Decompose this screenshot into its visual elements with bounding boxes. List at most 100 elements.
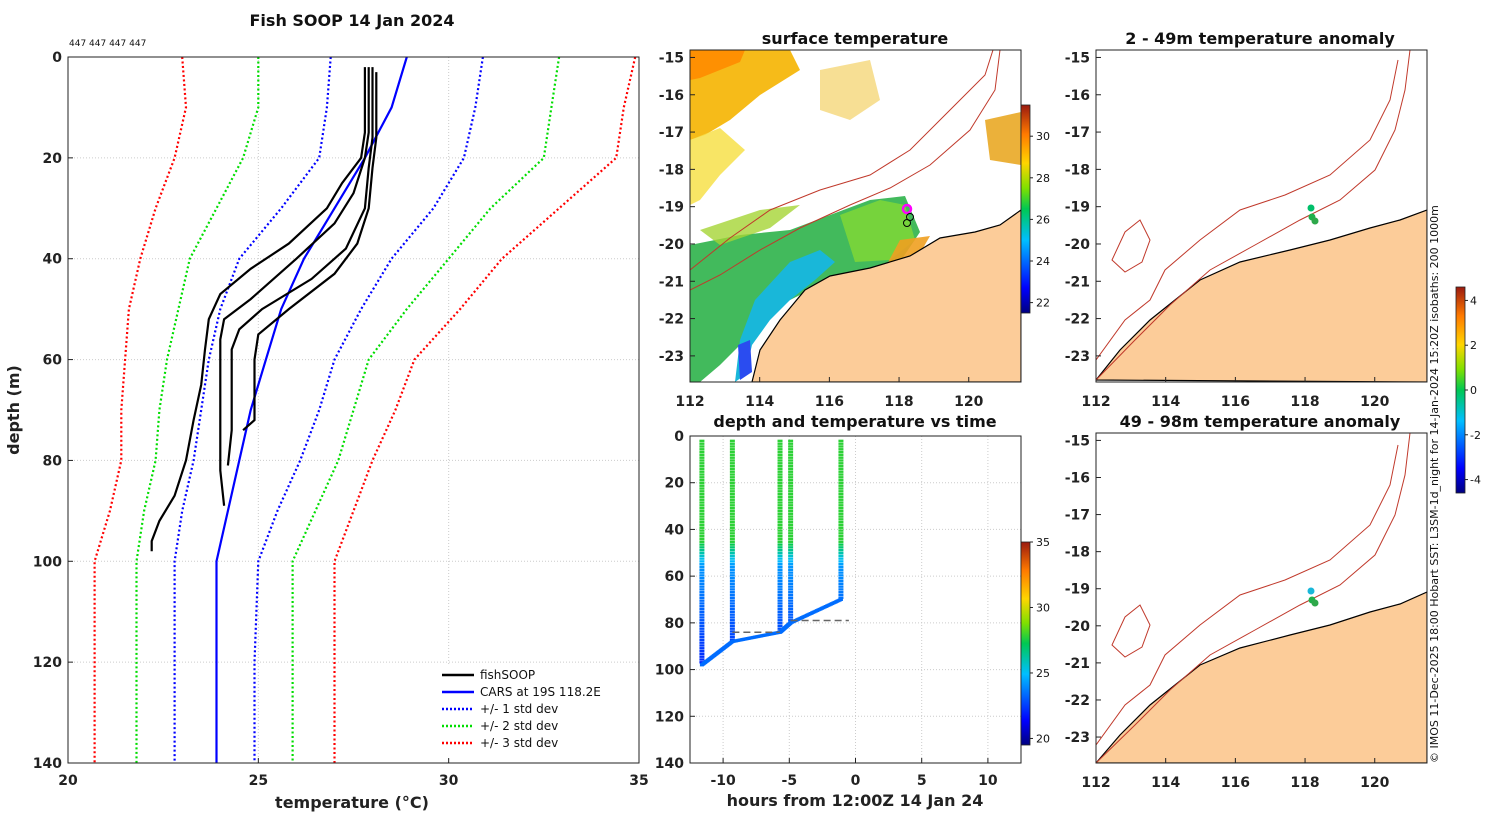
time-cast-sample bbox=[777, 579, 783, 583]
time-bottom-depth-line bbox=[732, 619, 849, 633]
time-cast-sample bbox=[699, 504, 705, 507]
anomaly-upper-x-ticks: 112 114 116 118 120 bbox=[1081, 377, 1390, 410]
time-cast-sample bbox=[729, 476, 735, 479]
time-cast-sample bbox=[699, 453, 705, 457]
time-cast-sample bbox=[699, 445, 705, 448]
x-tick-label: 116 bbox=[1221, 775, 1250, 791]
time-cast-sample bbox=[729, 448, 735, 451]
time-cast-sample bbox=[699, 565, 705, 569]
anomaly-lower-seamount bbox=[1111, 604, 1151, 658]
time-cast-sample bbox=[838, 591, 844, 594]
time-cast-sample bbox=[729, 582, 735, 586]
time-cast-sample bbox=[777, 613, 783, 616]
time-cast-sample bbox=[777, 537, 783, 541]
time-cast-sample bbox=[729, 548, 735, 552]
time-cast-sample bbox=[788, 554, 794, 557]
time-cast-sample bbox=[788, 562, 794, 566]
time-cast-sample bbox=[699, 613, 705, 616]
time-cast-sample bbox=[788, 591, 794, 594]
time-cast-sample bbox=[788, 459, 794, 462]
time-cast-sample bbox=[838, 490, 844, 493]
time-cast-sample bbox=[777, 605, 783, 608]
sst-title: surface temperature bbox=[762, 29, 949, 48]
time-cast-sample bbox=[838, 509, 844, 513]
time-cast-sample bbox=[699, 616, 705, 619]
time-cast-sample bbox=[699, 478, 705, 482]
time-cast-sample bbox=[788, 450, 794, 454]
time-cast-sample bbox=[788, 551, 794, 555]
time-cast-sample bbox=[699, 487, 705, 490]
time-cast-sample bbox=[777, 619, 783, 622]
sst-cold-spot bbox=[738, 340, 752, 380]
profile-x-ticks: 20 25 30 35 bbox=[58, 758, 649, 789]
time-cast-sample bbox=[777, 481, 783, 485]
colorbar-tick-label: 30 bbox=[1036, 130, 1050, 143]
time-cast-sample bbox=[699, 599, 705, 602]
y-tick-label: -15 bbox=[1065, 433, 1090, 449]
y-tick-label: -17 bbox=[659, 125, 684, 141]
y-tick-label: -19 bbox=[1065, 582, 1090, 598]
y-tick-label: -15 bbox=[1065, 50, 1090, 66]
time-cast-sample bbox=[838, 551, 844, 555]
sst-warm-patch bbox=[690, 50, 800, 140]
time-cast-sample bbox=[729, 467, 735, 471]
time-cast-sample bbox=[838, 565, 844, 569]
time-cast-sample bbox=[838, 504, 844, 507]
time-cast-sample bbox=[838, 487, 844, 490]
time-cast-sample bbox=[777, 498, 783, 501]
time-cast-sample bbox=[838, 585, 844, 588]
time-cast-sample bbox=[729, 560, 735, 563]
sst-isobath-1000 bbox=[690, 50, 994, 271]
x-tick-label: 116 bbox=[1221, 394, 1250, 410]
time-cast-sample bbox=[777, 621, 783, 625]
y-tick-label: 60 bbox=[665, 569, 685, 585]
time-cast-sample bbox=[729, 588, 735, 591]
y-tick-label: -23 bbox=[1065, 730, 1090, 746]
x-tick-label: 10 bbox=[978, 773, 998, 789]
anomaly-upper-isobath-1000 bbox=[1096, 59, 1399, 361]
time-cast-sample bbox=[729, 523, 735, 527]
time-y-ticks: 0 20 40 60 80 100 120 140 bbox=[655, 429, 695, 772]
y-tick-label: 40 bbox=[665, 522, 685, 538]
x-tick-label: 120 bbox=[954, 394, 983, 410]
time-cast-sample bbox=[699, 543, 705, 546]
y-tick-label: 0 bbox=[674, 429, 684, 445]
x-tick-label: 112 bbox=[1081, 775, 1110, 791]
anomaly-lower-x-ticks: 112 114 116 118 120 bbox=[1081, 758, 1390, 791]
y-tick-label: -17 bbox=[1065, 125, 1090, 141]
time-cast-sample bbox=[788, 599, 794, 602]
time-cast-sample bbox=[729, 512, 735, 515]
time-cast-sample bbox=[729, 577, 735, 580]
x-tick-label: 120 bbox=[1360, 775, 1389, 791]
y-tick-label: 80 bbox=[665, 616, 685, 632]
time-cast-sample bbox=[729, 591, 735, 594]
time-cast-sample bbox=[699, 448, 705, 451]
time-cast-sample bbox=[699, 548, 705, 552]
time-cast-sample bbox=[788, 439, 794, 443]
y-tick-label: 140 bbox=[655, 756, 684, 772]
time-cast-sample bbox=[729, 462, 735, 465]
time-cast-sample bbox=[788, 568, 794, 572]
time-cast-sample bbox=[788, 478, 794, 482]
time-cast-sample bbox=[729, 613, 735, 616]
colorbar-tick-label: -2 bbox=[1470, 429, 1481, 442]
legend-item-3std: +/- 3 std dev bbox=[480, 736, 558, 750]
legend-box bbox=[436, 664, 632, 758]
time-cast-sample bbox=[699, 442, 705, 445]
time-cast-sample bbox=[699, 518, 705, 521]
time-cast-sample bbox=[729, 450, 735, 454]
time-cast-sample bbox=[729, 602, 735, 605]
time-cast-sample bbox=[729, 624, 735, 628]
time-cast-sample bbox=[838, 560, 844, 563]
time-cast-sample bbox=[838, 453, 844, 457]
anomaly-upper-point bbox=[1311, 217, 1319, 225]
time-cast-sample bbox=[729, 635, 735, 639]
time-cast-sample bbox=[729, 529, 735, 532]
x-tick-label: 0 bbox=[851, 773, 861, 789]
time-cast-sample bbox=[699, 498, 705, 501]
profile-line-2 bbox=[173, 57, 332, 763]
time-cast-sample bbox=[838, 596, 844, 600]
profile-title: Fish SOOP 14 Jan 2024 bbox=[250, 11, 455, 30]
time-cast-sample bbox=[838, 506, 844, 510]
time-cast-sample bbox=[788, 529, 794, 532]
